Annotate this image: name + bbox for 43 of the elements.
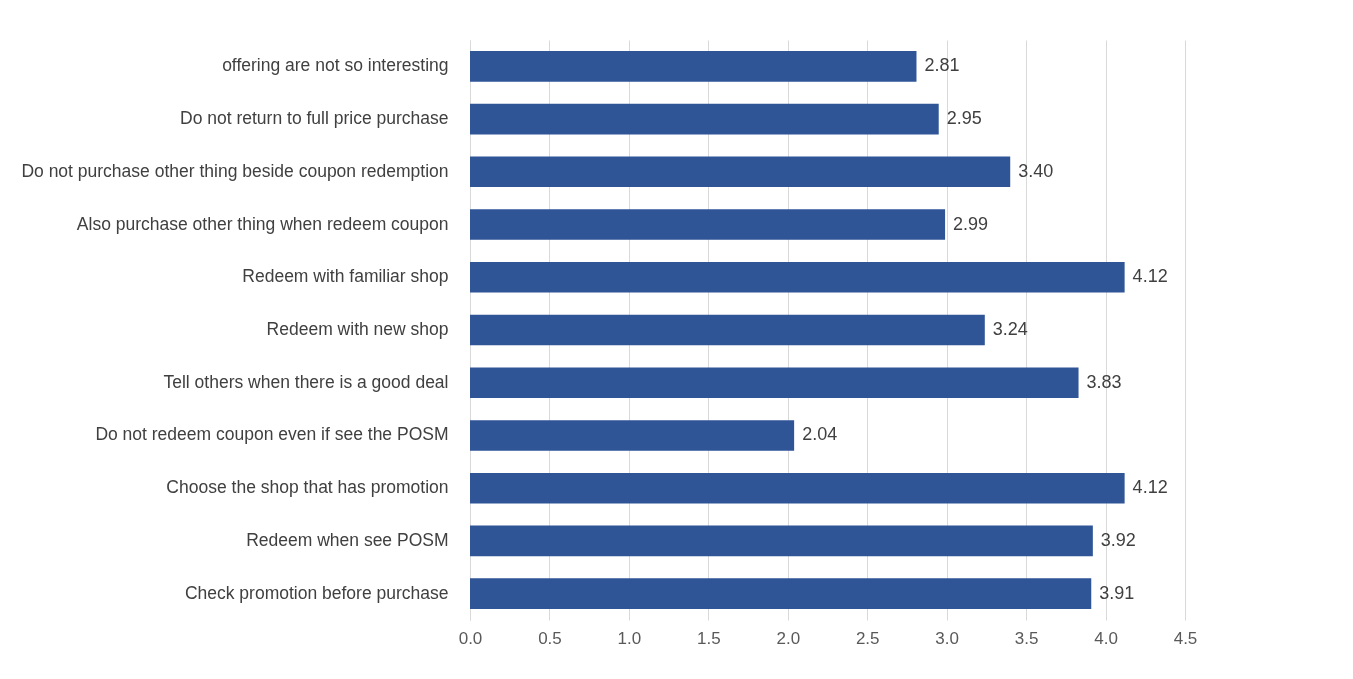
data-label: 2.81 [924,55,960,76]
x-tick-label: 4.5 [1173,628,1198,648]
y-tick-label: Redeem with familiar shop [242,266,449,287]
bar [470,103,939,135]
x-tick-label: 3.5 [1014,628,1039,648]
bar [470,156,1011,188]
x-tick-label: 0.5 [538,628,562,648]
y-tick-label: Tell others when there is a good deal [163,371,449,392]
y-tick-label: Also purchase other thing when redeem coupon [76,213,449,234]
x-tick-label: 4.0 [1094,628,1118,648]
data-label: 4.12 [1132,477,1168,498]
data-label: 2.04 [802,424,838,445]
bar [470,209,946,240]
data-label: 3.24 [992,319,1028,339]
bar [470,314,985,346]
bar [470,51,917,82]
data-label: 3.83 [1086,371,1122,392]
bar [470,261,1125,293]
x-tick-label: 1.0 [617,628,642,648]
x-tick-label: 1.5 [697,628,721,648]
x-tick-label: 0.0 [458,628,483,648]
bar [470,525,1093,557]
y-tick-label: Check promotion before purchase [184,582,449,603]
x-tick-label: 2.0 [776,628,801,648]
y-tick-label: Do not return to full price purchase [180,108,449,129]
y-tick-label: offering are not so interesting [222,55,449,76]
y-tick-label: Redeem when see POSM [246,529,449,550]
bar [470,472,1125,504]
bar [470,367,1079,399]
x-tick-label: 2.5 [855,628,880,648]
data-label: 4.12 [1132,266,1168,287]
y-tick-label: Choose the shop that has promotion [166,477,449,498]
x-tick-label: 3.0 [935,628,959,648]
data-label: 3.91 [1099,582,1135,603]
bar [470,578,1092,609]
y-tick-label: Do not purchase other thing beside coupon redemption [21,160,449,181]
data-label: 2.95 [946,108,982,129]
bar [470,420,795,451]
data-label: 3.40 [1018,160,1054,181]
y-tick-label: Do not redeem coupon even if see the POSM [95,424,449,445]
data-label: 2.99 [953,213,989,234]
data-label: 3.92 [1100,529,1136,550]
y-tick-label: Redeem with new shop [266,319,449,339]
